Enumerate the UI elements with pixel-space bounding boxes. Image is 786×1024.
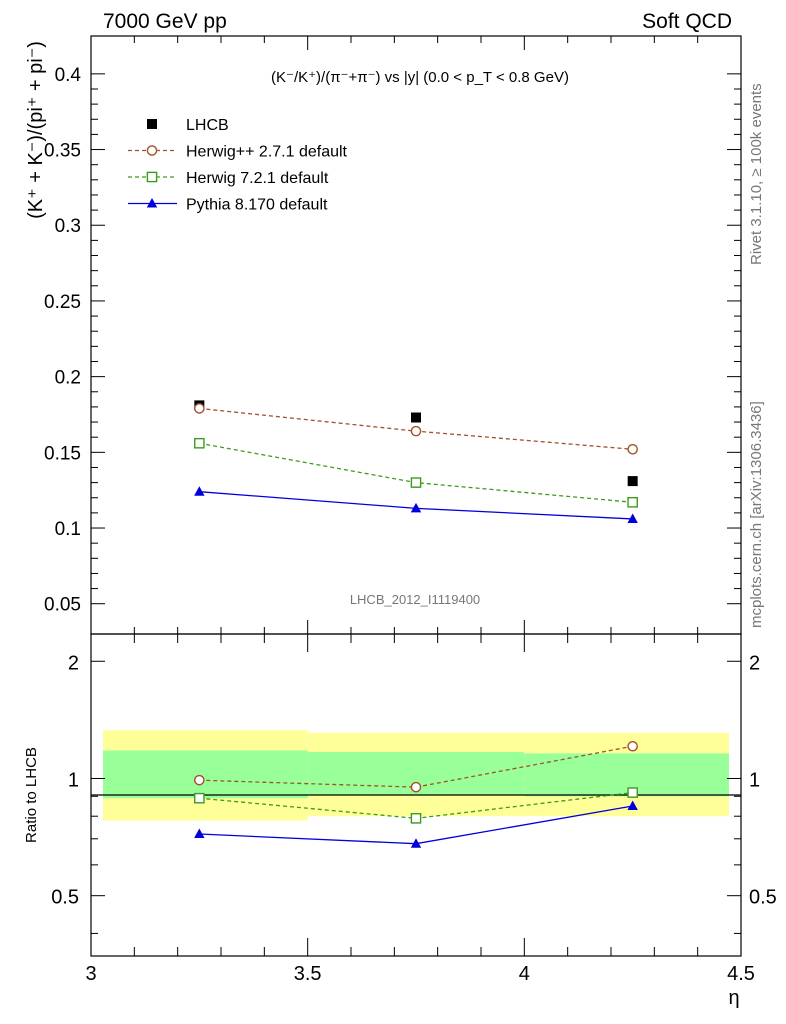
ratio-y-tick-label-left: 2: [68, 652, 79, 674]
legend-marker: [146, 198, 158, 208]
main-data-point: [410, 425, 422, 437]
main-y-tick-label: 0.35: [44, 141, 81, 162]
side-label-mcplots: mcplots.cern.ch [arXiv:1306.3436]: [748, 401, 765, 628]
main-series-line: [199, 442, 633, 503]
main-series-1: [194, 403, 638, 455]
legend-marker: [146, 171, 158, 183]
main-data-point: [194, 437, 205, 449]
ratio-data-point: [410, 813, 422, 824]
main-data-point: [194, 403, 205, 414]
header-right: Soft QCD: [642, 10, 732, 33]
legend-entry-3: Pythia 8.170 default: [128, 197, 328, 214]
main-data-point: [627, 476, 638, 487]
main-data-point: [627, 444, 638, 455]
ratio-series-1: [194, 787, 638, 824]
ratio-data-point: [627, 740, 638, 752]
ratio-data-point: [627, 787, 638, 798]
main-data-point: [410, 477, 422, 488]
ratio-series: [194, 740, 638, 848]
legend-marker: [147, 119, 157, 129]
ratio-data-point: [194, 774, 205, 786]
header-left: 7000 GeV pp: [103, 10, 227, 33]
legend-label: Herwig++ 2.7.1 default: [186, 144, 348, 161]
x-tick-label: 4.5: [727, 963, 755, 985]
main-panel: (K⁻/K⁺)/(π⁻+π⁻) vs |y| (0.0 < p_T < 0.8 …: [25, 35, 742, 635]
ratio-y-axis-label: Ratio to LHCB: [23, 747, 40, 843]
legend-entry-0: LHCB: [147, 117, 229, 134]
ratio-y-tick-label-right: 2: [749, 652, 760, 674]
main-ticks: 0.05 0.1 0.15 0.2 0.25 0.3 0.35 0.4: [44, 36, 742, 634]
x-tick-label: 3.5: [294, 963, 322, 985]
main-data-point: [411, 412, 421, 423]
main-y-tick-label: 0.05: [44, 595, 81, 616]
ratio-y-tick-label-right: 0.5: [749, 887, 777, 909]
legend-entry-1: Herwig++ 2.7.1 default: [128, 144, 348, 161]
x-tick-label: 4: [519, 963, 530, 985]
x-tick-label: 3: [85, 963, 96, 985]
main-y-tick-label: 0.3: [55, 216, 81, 237]
main-series-2: [194, 437, 638, 508]
legend-marker: [146, 145, 158, 156]
ratio-data-point: [410, 781, 422, 793]
ratio-series-line: [199, 745, 633, 788]
ratio-frame: [90, 633, 742, 957]
legend: LHCB Herwig++ 2.7.1 default Herwig 7.2.1 d…: [128, 117, 348, 214]
main-series-3: [194, 486, 638, 523]
ratio-data-point: [194, 828, 205, 839]
ratio-y-tick-label-right: 1: [749, 769, 760, 791]
legend-label: Pythia 8.170 default: [186, 197, 328, 214]
ratio-series-2: [194, 800, 638, 848]
ratio-band-inner: [103, 750, 308, 799]
ratio-panel: 0.5 0.5 1 1 2 2 3 3.5 4 4.5 Ratio to LHCB η: [23, 633, 777, 1009]
main-y-axis-label: (K⁺ + K⁻)/(pi⁺ + pi⁻): [25, 41, 47, 219]
main-y-tick-label: 0.15: [44, 443, 81, 464]
main-y-tick-label: 0.1: [55, 519, 81, 540]
main-data-point: [410, 502, 422, 513]
ratio-band-inner: [524, 753, 729, 797]
main-series: [194, 400, 638, 523]
main-y-tick-label: 0.2: [55, 368, 81, 389]
ratio-data-point: [410, 838, 422, 848]
side-label-rivet: Rivet 3.1.10, ≥ 100k events: [748, 83, 765, 265]
ratio-y-tick-label-left: 0.5: [51, 887, 79, 909]
ratio-y-tick-label-left: 1: [68, 769, 79, 791]
main-data-point: [194, 486, 205, 496]
main-y-tick-label: 0.25: [44, 292, 81, 313]
main-title: (K⁻/K⁺)/(π⁻+π⁻) vs |y| (0.0 < p_T < 0.8 …: [271, 69, 569, 86]
ratio-data-point: [194, 792, 205, 804]
ratio-series-0: [194, 740, 638, 793]
main-y-tick-label: 0.4: [55, 65, 82, 86]
legend-label: LHCB: [186, 117, 229, 134]
main-data-point: [627, 513, 638, 523]
x-axis-label: η: [728, 987, 739, 1009]
legend-entry-2: Herwig 7.2.1 default: [128, 170, 329, 187]
main-series-0: [194, 400, 638, 487]
ratio-bands: [103, 730, 729, 821]
legend-label: Herwig 7.2.1 default: [186, 170, 329, 187]
main-data-point: [627, 496, 638, 508]
analysis-watermark: LHCB_2012_I1119400: [350, 592, 480, 607]
ratio-data-point: [627, 800, 638, 810]
